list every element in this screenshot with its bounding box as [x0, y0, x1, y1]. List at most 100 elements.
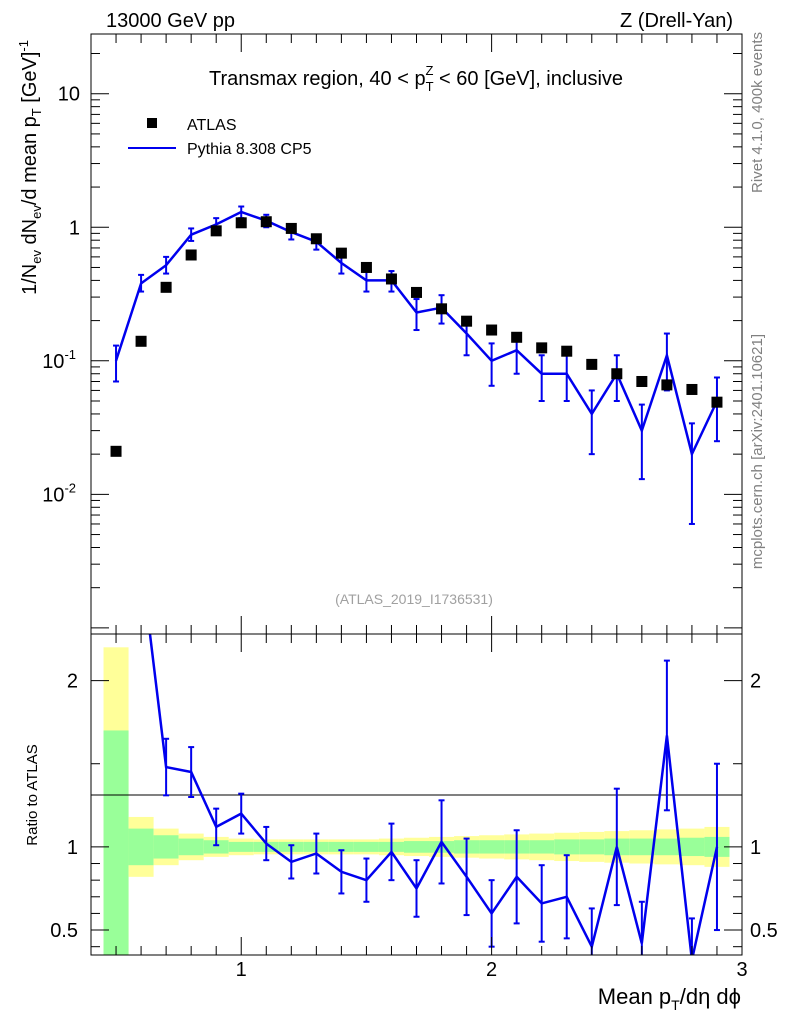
ratio-green-band: [178, 838, 204, 856]
ratio-axis-ticks: [90, 634, 743, 955]
x-tick-label: 2: [486, 959, 497, 981]
atlas-data-point: [536, 342, 548, 354]
ratio-green-band: [228, 841, 254, 852]
ratio-panel: 0.5 0.5 1 1 2 2 1 2 3 Ratio to ATLAS Mean pT/dη…: [24, 633, 778, 1013]
ylabel-a-sub: ev: [29, 250, 44, 264]
atlas-data-point: [611, 368, 623, 380]
atlas-data-point: [436, 303, 448, 315]
xlabel-post: /dη dϕ: [680, 984, 741, 1009]
ratio-y-tick-labels: 0.5 0.5 1 1 2 2: [50, 671, 778, 942]
ratio-green-band: [554, 839, 580, 855]
atlas-data-point: [160, 281, 172, 293]
main-pythia-series: [113, 205, 720, 525]
ratio-uncertainty-bands: [103, 647, 730, 955]
atlas-data-point: [686, 383, 698, 395]
main-y-tick-label-base: 10: [42, 351, 64, 373]
ylabel-c: /d mean p: [19, 116, 41, 205]
main-y-tick-label-base: 10: [58, 84, 80, 106]
xlabel-sub: T: [671, 997, 680, 1013]
atlas-data-point: [210, 225, 222, 237]
atlas-data-point: [285, 222, 297, 234]
ylabel-b: dN: [19, 219, 41, 250]
x-tick-label: 1: [236, 959, 247, 981]
atlas-data-point: [360, 261, 372, 273]
main-atlas-series: [110, 216, 723, 457]
atlas-data-point: [135, 335, 147, 347]
ylabel-b-sub: ev: [29, 205, 44, 219]
ratio-green-band: [654, 838, 680, 856]
atlas-data-point: [636, 375, 648, 387]
plot-title: Transmax region, 40 < pTZ < 60 [GeV], in…: [209, 63, 623, 94]
ratio-y-tick-label: 2: [67, 671, 78, 693]
ratio-line: [148, 634, 719, 955]
atlas-data-point: [511, 331, 523, 343]
main-y-tick-label-exponent: -1: [64, 347, 76, 362]
main-y-tick-label: 10-2: [42, 480, 76, 506]
analysis-watermark: (ATLAS_2019_I1736531): [335, 591, 493, 607]
ratio-y-tick-label-right: 1: [750, 837, 761, 859]
legend: ATLAS Pythia 8.308 CP5: [128, 117, 312, 158]
atlas-data-point: [185, 249, 197, 261]
main-y-tick-label: 1: [69, 217, 80, 239]
atlas-data-point: [461, 315, 473, 327]
ratio-y-axis-label: Ratio to ATLAS: [24, 744, 41, 845]
main-y-tick-label-base: 1: [69, 217, 80, 239]
ylabel-c-sub: T: [29, 108, 44, 116]
ylabel-d: [GeV]: [19, 52, 41, 109]
ratio-x-tick-labels: 1 2 3: [236, 959, 748, 981]
atlas-data-point: [260, 216, 272, 228]
ratio-y-tick-label: 1: [67, 837, 78, 859]
plot-title-post: < 60 [GeV], inclusive: [433, 68, 623, 90]
main-y-tick-label: 10: [58, 84, 80, 106]
ratio-green-band: [629, 838, 655, 856]
ylabel-d-sup: -1: [16, 40, 31, 52]
ratio-green-band: [328, 841, 354, 852]
plot-title-pre: Transmax region, 40 < p: [209, 68, 426, 90]
atlas-data-point: [711, 396, 723, 408]
energy-label: 13000 GeV pp: [106, 10, 235, 32]
atlas-data-point: [561, 345, 573, 357]
ratio-green-band: [153, 835, 179, 859]
process-label: Z (Drell-Yan): [620, 10, 733, 32]
ratio-green-band: [128, 828, 154, 866]
rivet-version-label: Rivet 4.1.0, 400k events: [749, 32, 766, 193]
plot-title-sub: T: [426, 79, 434, 94]
main-y-tick-label-exponent: -2: [64, 480, 76, 495]
ratio-green-band: [529, 840, 555, 854]
atlas-data-point: [385, 273, 397, 285]
legend-pythia-label: Pythia 8.308 CP5: [187, 141, 312, 158]
atlas-data-point: [586, 358, 598, 370]
atlas-data-point: [335, 247, 347, 259]
ratio-green-band: [479, 840, 505, 854]
mcplots-source-label: mcplots.cern.ch [arXiv:2401.10621]: [749, 334, 766, 569]
ratio-green-band: [103, 730, 129, 955]
xlabel-pre: Mean p: [598, 984, 671, 1009]
plot-title-sup: Z: [426, 63, 434, 78]
legend-atlas-marker: [147, 118, 157, 128]
atlas-data-point: [235, 217, 247, 229]
main-axis-ticks: [90, 34, 743, 634]
ratio-green-band: [203, 840, 229, 854]
main-y-tick-label: 10-1: [42, 347, 76, 373]
ratio-pythia-series: [148, 634, 720, 955]
ratio-green-band: [403, 841, 430, 853]
x-axis-label: Mean pT/dη dϕ: [598, 984, 741, 1013]
ratio-y-tick-label-right: 2: [750, 671, 761, 693]
ratio-green-band: [679, 837, 705, 857]
atlas-data-point: [110, 445, 122, 457]
atlas-data-point: [661, 379, 673, 391]
ratio-y-tick-label: 0.5: [50, 920, 78, 942]
legend-atlas-label: ATLAS: [187, 117, 237, 134]
ratio-y-tick-label-right: 0.5: [750, 920, 778, 942]
atlas-data-point: [486, 324, 498, 336]
ratio-green-band: [353, 841, 379, 852]
pythia-line: [114, 210, 719, 458]
ratio-green-band: [579, 839, 605, 855]
x-tick-label: 3: [736, 959, 747, 981]
main-y-axis-label: 1/Nev dNev/d mean pT [GeV]-1: [16, 40, 44, 295]
atlas-data-point: [310, 233, 322, 245]
ylabel-a: 1/N: [19, 264, 41, 295]
